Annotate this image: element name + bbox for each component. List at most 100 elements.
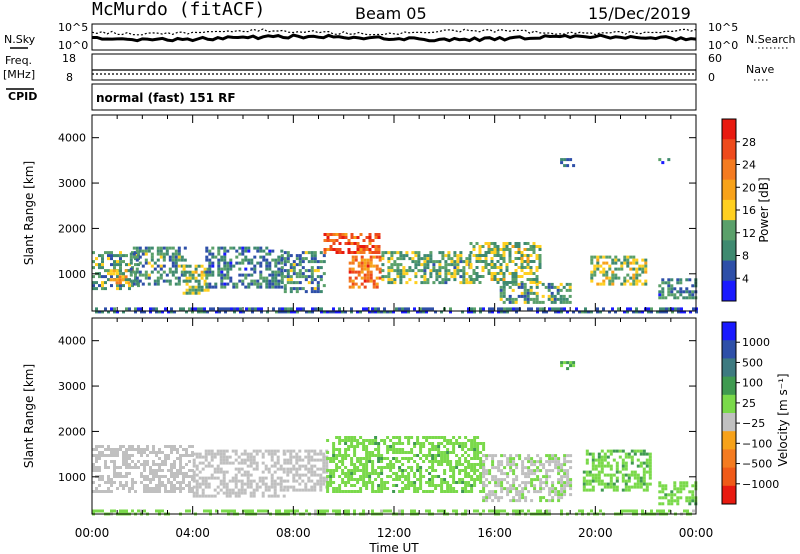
heatmap-cell <box>612 482 616 486</box>
noise-left-label: N.Sky <box>4 33 36 46</box>
heatmap-cell <box>289 263 293 267</box>
heatmap-cell <box>396 251 400 255</box>
heatmap-cell <box>532 300 536 304</box>
heatmap-cell <box>443 439 447 442</box>
heatmap-cell <box>208 282 212 286</box>
heatmap-cell <box>253 279 257 283</box>
heatmap-cell <box>407 310 410 314</box>
freq-label-line2: [MHz] <box>3 68 35 81</box>
heatmap-cell <box>146 454 149 457</box>
heatmap-cell <box>520 260 524 263</box>
heatmap-cell <box>246 482 250 486</box>
heatmap-cell <box>591 452 595 456</box>
heatmap-cell <box>225 455 229 459</box>
heatmap-cell <box>447 251 451 255</box>
heatmap-cell <box>195 491 199 495</box>
heatmap-cell <box>638 273 642 277</box>
heatmap-cell <box>455 460 459 463</box>
heatmap-cell <box>362 484 366 487</box>
heatmap-region <box>348 255 382 289</box>
heatmap-cell <box>624 452 628 456</box>
heatmap-cell <box>322 470 326 474</box>
heatmap-cell <box>203 310 206 314</box>
heatmap-cell <box>217 258 221 262</box>
heatmap-cell <box>529 281 533 284</box>
heatmap-cell <box>252 467 256 471</box>
heatmap-cell <box>316 479 320 483</box>
heatmap-cell <box>563 158 567 162</box>
heatmap-cell <box>621 461 625 465</box>
heatmap-cell <box>521 469 525 473</box>
heatmap-cell <box>496 260 500 263</box>
heatmap-cell <box>332 307 335 311</box>
heatmap-cell <box>594 476 598 480</box>
heatmap-cell <box>527 457 531 461</box>
heatmap-cell <box>618 455 622 459</box>
heatmap-cell <box>329 484 333 487</box>
heatmap-cell <box>414 260 418 264</box>
heatmap-cell <box>332 233 336 236</box>
heatmap-cell <box>92 260 95 264</box>
heatmap-cell <box>380 466 384 469</box>
heatmap-cell <box>585 482 589 486</box>
heatmap-cell <box>455 463 459 466</box>
heatmap-cell <box>392 457 396 460</box>
heatmap-cell <box>98 266 101 270</box>
heatmap-cell <box>627 485 631 489</box>
heatmap-cell <box>428 472 432 475</box>
heatmap-cell <box>177 249 181 253</box>
colorbar-segment <box>722 340 736 359</box>
heatmap-cell <box>502 291 506 295</box>
heatmap-cell <box>164 307 167 311</box>
heatmap-cell <box>188 475 191 478</box>
heatmap-cell <box>444 278 448 282</box>
heatmap-cell <box>192 476 196 480</box>
heatmap-cell <box>188 469 191 472</box>
heatmap-cell <box>286 467 290 471</box>
heatmap-cell <box>557 310 560 314</box>
heatmap-cell <box>392 448 396 451</box>
heatmap-cell <box>670 293 674 297</box>
heatmap-cell <box>128 457 131 460</box>
heatmap-cell <box>410 484 414 487</box>
heatmap-cell <box>319 458 323 462</box>
heatmap-cell <box>455 509 458 513</box>
heatmap-cell <box>413 454 417 457</box>
heatmap-cell <box>292 479 296 483</box>
heatmap-cell <box>229 276 233 280</box>
heatmap-cell <box>350 442 354 445</box>
heatmap-cell <box>487 248 491 251</box>
heatmap-cell <box>200 307 203 311</box>
heatmap-cell <box>326 475 330 478</box>
heatmap-cell <box>411 251 415 255</box>
heatmap-cell <box>449 439 453 442</box>
heatmap-cell <box>335 487 339 490</box>
heatmap-cell <box>122 484 125 487</box>
heatmap-cell <box>551 496 555 500</box>
heatmap-cell <box>446 448 450 451</box>
heatmap-cell <box>381 278 385 282</box>
heatmap-cell <box>380 484 384 487</box>
heatmap-cell <box>377 472 381 475</box>
heatmap-cell <box>119 481 122 484</box>
heatmap-cell <box>538 254 542 257</box>
heatmap-cell <box>113 310 116 314</box>
heatmap-cell <box>319 290 323 294</box>
heatmap-cell <box>668 509 671 513</box>
heatmap-cell <box>629 307 632 311</box>
heatmap-cell <box>353 454 357 457</box>
heatmap-cell <box>264 467 268 471</box>
heatmap-cell <box>496 278 500 281</box>
heatmap-cell <box>176 481 179 484</box>
heatmap-cell <box>170 472 173 475</box>
heatmap-cell <box>261 461 265 465</box>
heatmap-cell <box>533 463 537 467</box>
heatmap-cell <box>129 267 133 271</box>
heatmap-cell <box>665 307 668 311</box>
heatmap-cell <box>566 469 570 473</box>
heatmap-cell <box>268 282 272 286</box>
heatmap-cell <box>524 457 528 461</box>
heatmap-cell <box>602 279 606 283</box>
heatmap-cell <box>493 248 497 251</box>
heatmap-cell <box>125 454 128 457</box>
